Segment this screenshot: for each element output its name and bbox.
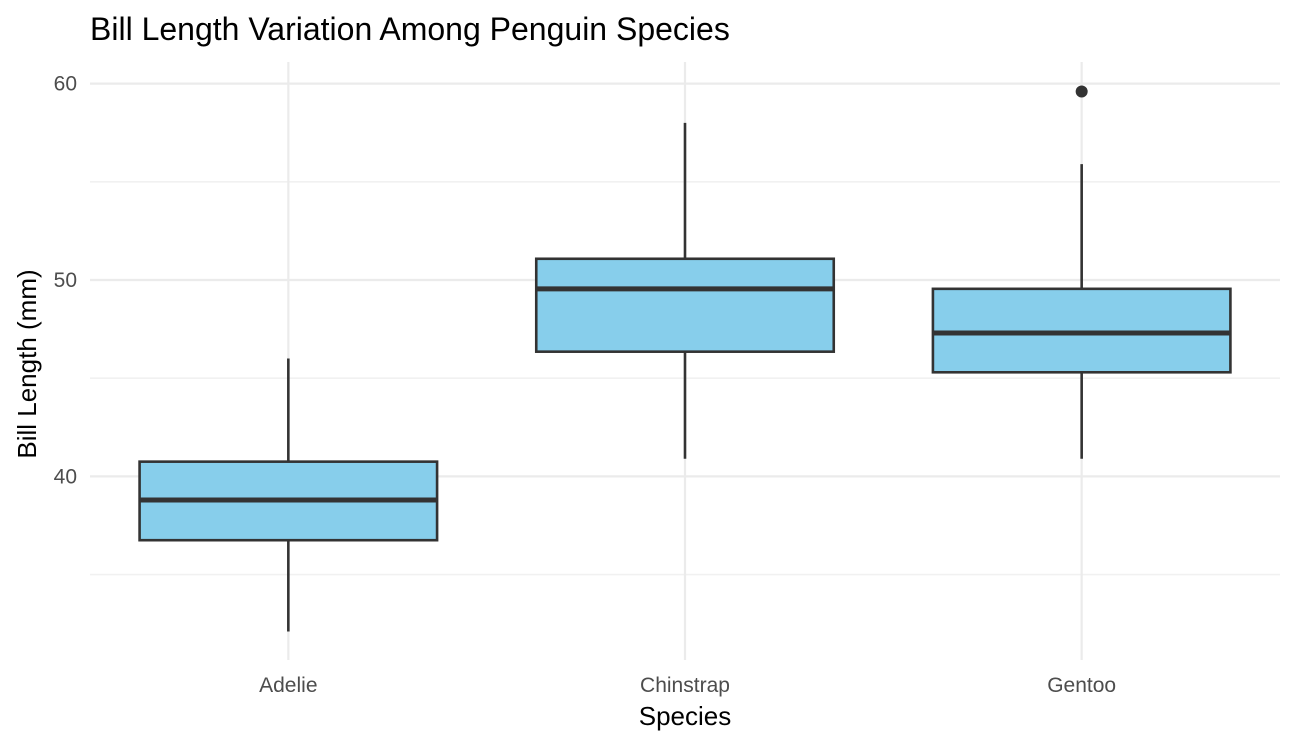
x-axis-title: Species xyxy=(639,701,732,731)
box-group xyxy=(534,122,836,459)
box-layer xyxy=(138,85,1232,632)
tick-layer: 40 50 60 Adelie Chinstrap Gentoo xyxy=(54,73,1116,697)
y-axis-title: Bill Length (mm) xyxy=(12,269,42,458)
x-tick-label: Gentoo xyxy=(1047,674,1116,697)
box-group xyxy=(931,85,1232,459)
box-iqr xyxy=(534,257,836,353)
x-tick-label: Adelie xyxy=(259,674,317,697)
chart-title: Bill Length Variation Among Penguin Spec… xyxy=(90,11,730,47)
y-tick-label: 60 xyxy=(54,73,77,96)
x-tick-label: Chinstrap xyxy=(640,674,730,697)
box-group xyxy=(138,358,439,632)
y-tick-label: 50 xyxy=(54,269,77,292)
y-tick-label: 40 xyxy=(54,465,77,488)
outlier-point xyxy=(1075,85,1088,98)
